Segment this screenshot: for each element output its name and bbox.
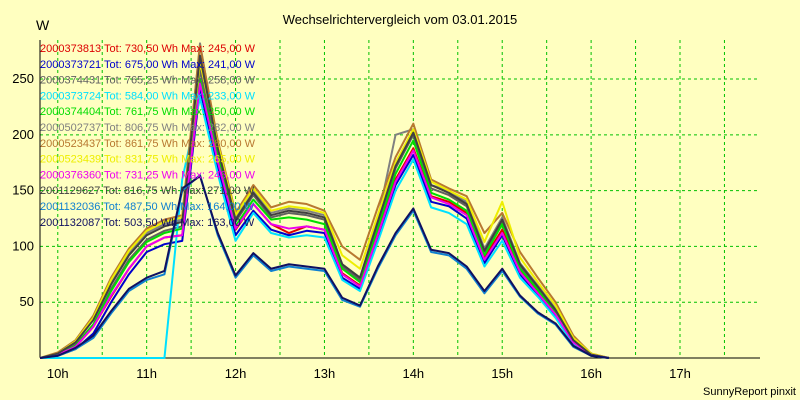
legend-entry-2000523437: 2000523437 Tot: 861,75 Wh Max: 280,00 W xyxy=(40,138,256,150)
x-tick-label: 14h xyxy=(402,366,424,381)
chart-title: Wechselrichtervergleich vom 03.01.2015 xyxy=(283,12,518,27)
tick-labels: 50 100 150 200 250 10h 11h 12h 13h 14h 15h 16h 17h xyxy=(12,71,691,381)
y-tick-label: 150 xyxy=(12,183,34,198)
x-tick-label: 16h xyxy=(580,366,602,381)
x-tick-label: 15h xyxy=(491,366,513,381)
y-tick-label: 200 xyxy=(12,127,34,142)
legend-entry-2001132087: 2001132087 Tot: 503,50 Wh Max: 163,00 W xyxy=(40,217,255,229)
x-tick-label: 13h xyxy=(314,366,336,381)
legend-entry-2000374404: 2000374404 Tot: 761,75 Wh Max: 250,00 W xyxy=(40,106,256,118)
y-tick-label: 50 xyxy=(20,294,34,309)
x-tick-label: 11h xyxy=(136,366,157,381)
series-line-2000376360 xyxy=(39,82,610,359)
legend-entry-2001129627: 2001129627 Tot: 816,75 Wh Max: 271,00 W xyxy=(40,185,255,197)
legend-entry-2000502737: 2000502737 Tot: 806,75 Wh Max: 282,00 W xyxy=(40,122,256,134)
legend-entry-2000373724: 2000373724 Tot: 584,00 Wh Max: 233,00 W xyxy=(40,90,256,102)
y-tick-label: 250 xyxy=(12,71,34,86)
y-axis-unit-label: W xyxy=(36,17,50,33)
series-line-2001129627 xyxy=(39,54,610,359)
x-tick-label: 17h xyxy=(669,366,691,381)
legend-entry-2000373813: 2000373813 Tot: 730,50 Wh Max: 245,00 W xyxy=(40,43,256,55)
legend-entry-2000373721: 2000373721 Tot: 675,00 Wh Max: 241,00 W xyxy=(40,59,256,71)
legend-entry-2000374431: 2000374431 Tot: 765,25 Wh Max: 258,00 W xyxy=(40,75,256,87)
legend: 2000373813 Tot: 730,50 Wh Max: 245,00 W 2… xyxy=(40,43,256,229)
series-lines xyxy=(39,42,610,359)
series-line-2001132087 xyxy=(39,175,610,359)
series-line-2000523439 xyxy=(39,61,610,359)
series-line-2000373724 xyxy=(40,97,610,359)
x-tick-label: 12h xyxy=(225,366,247,381)
legend-entry-2000376360: 2000376360 Tot: 731,25 Wh Max: 246,00 W xyxy=(40,169,256,181)
grid-lines xyxy=(40,40,760,358)
legend-entry-2000523439: 2000523439 Tot: 831,75 Wh Max: 265,00 W xyxy=(40,154,256,166)
series-line-2000374404 xyxy=(39,78,610,359)
legend-entry-2001132036: 2001132036 Tot: 487,50 Wh Max: 164,00 W xyxy=(40,201,255,213)
y-tick-label: 100 xyxy=(12,238,34,253)
footer-credit: SunnyReport pinxit xyxy=(703,386,796,398)
x-tick-label: 10h xyxy=(47,366,69,381)
